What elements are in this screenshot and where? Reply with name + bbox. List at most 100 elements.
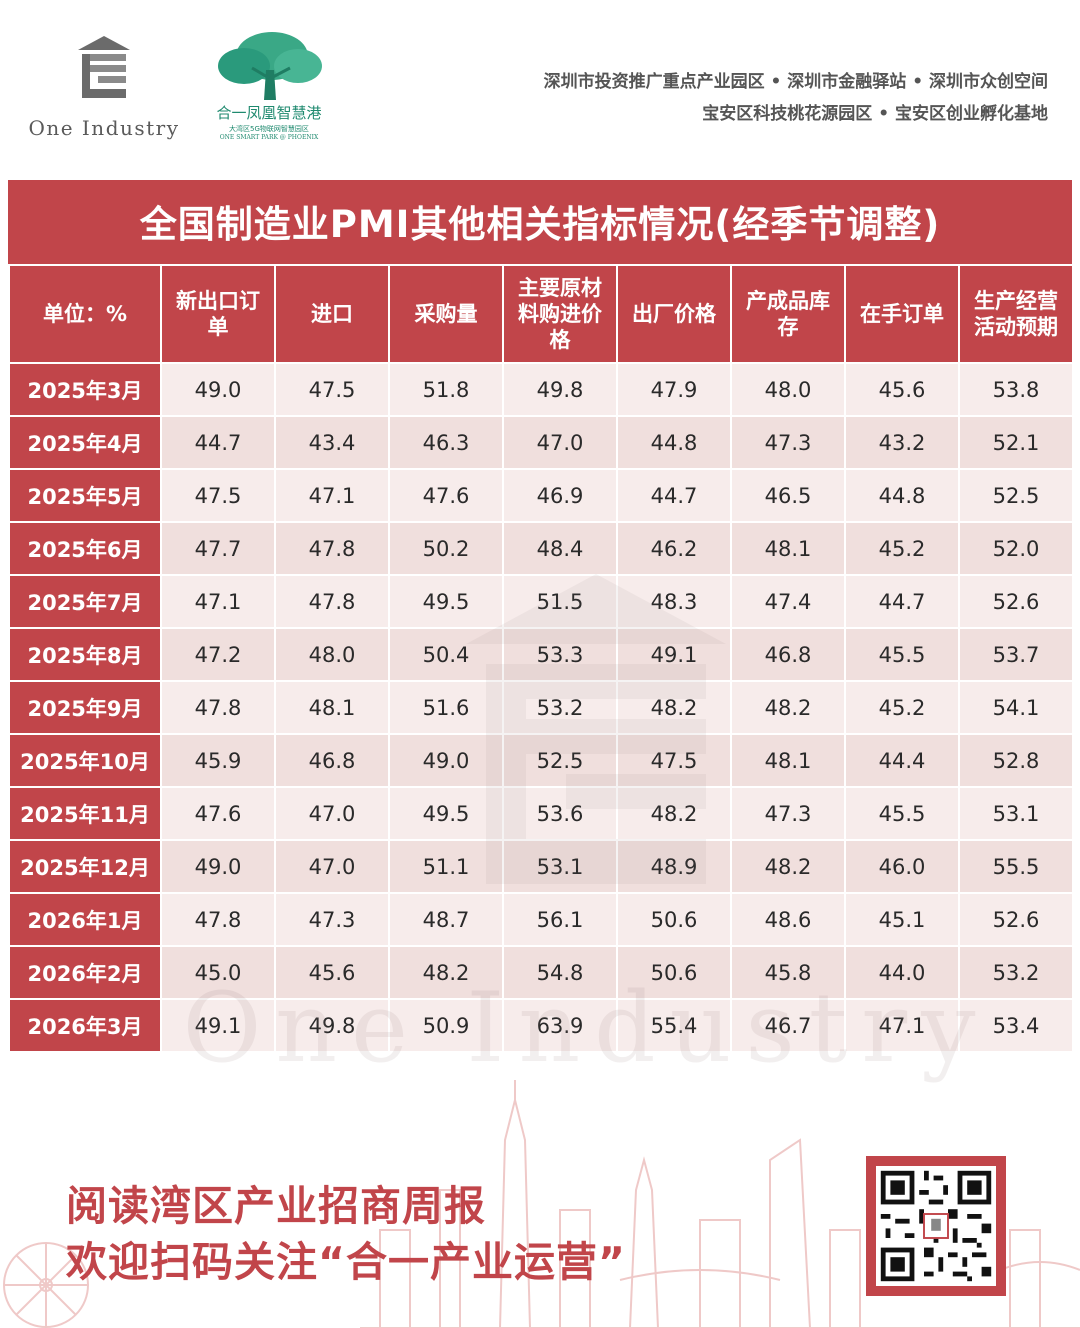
table-cell: 54.1 [958, 680, 1074, 735]
table-cell: 49.0 [388, 733, 504, 788]
table-cell: 47.2 [160, 627, 276, 682]
table-cell: 45.9 [160, 733, 276, 788]
qr-code[interactable] [866, 1156, 1006, 1296]
table-cell: 47.3 [730, 415, 846, 470]
table-cell: 45.5 [844, 627, 960, 682]
table-cell: 50.9 [388, 998, 504, 1053]
table-cell: 48.2 [616, 680, 732, 735]
row-month-label: 2025年8月 [8, 627, 162, 682]
column-header: 进口 [274, 264, 390, 364]
table-cell: 49.0 [160, 362, 276, 417]
table-cell: 45.2 [844, 680, 960, 735]
table-cell: 50.2 [388, 521, 504, 576]
table-row: 2025年11月 47.6 47.0 49.5 53.6 48.2 47.3 45.5 53.1 [8, 786, 1074, 841]
table-cell: 49.8 [274, 998, 390, 1053]
park-credentials-line-2: 宝安区科技桃花源园区 • 宝安区创业孵化基地 [702, 104, 1048, 124]
table-cell: 49.1 [160, 998, 276, 1053]
table-cell: 45.5 [844, 786, 960, 841]
table-cell: 46.5 [730, 468, 846, 523]
table-cell: 48.2 [388, 945, 504, 1000]
table-cell: 50.6 [616, 945, 732, 1000]
table-cell: 55.4 [616, 998, 732, 1053]
column-header: 采购量 [388, 264, 504, 364]
table-cell: 43.2 [844, 415, 960, 470]
table-header-row: 单位：% 新出口订单 进口 采购量 主要原材料购进价格 出厂价格 产成品库存 在… [8, 264, 1074, 364]
table-cell: 52.8 [958, 733, 1074, 788]
table-cell: 45.2 [844, 521, 960, 576]
table-cell: 47.8 [274, 574, 390, 629]
table-cell: 46.3 [388, 415, 504, 470]
table-cell: 54.8 [502, 945, 618, 1000]
pmi-table-panel: 全国制造业PMI其他相关指标情况(经季节调整) 单位：% 新出口订单 进口 采购… [8, 180, 1074, 1084]
table-cell: 45.8 [730, 945, 846, 1000]
table-cell: 46.0 [844, 839, 960, 894]
table-row: 2026年3月 49.1 49.8 50.9 63.9 55.4 46.7 47.1 53.4 [8, 998, 1074, 1053]
table-cell: 45.0 [160, 945, 276, 1000]
footer-call-to-action: 阅读湾区产业招商周报 欢迎扫码关注“合一产业运营” [66, 1178, 626, 1290]
table-cell: 47.1 [160, 574, 276, 629]
table-cell: 52.5 [502, 733, 618, 788]
table-cell: 52.1 [958, 415, 1074, 470]
table-cell: 53.3 [502, 627, 618, 682]
table-row: 2025年9月 47.8 48.1 51.6 53.2 48.2 48.2 45.2 54.1 [8, 680, 1074, 735]
park-credentials: 深圳市投资推广重点产业园区 • 深圳市金融驿站 • 深圳市众创空间 宝安区科技桃… [544, 66, 1048, 130]
table-cell: 47.9 [616, 362, 732, 417]
table-cell: 43.4 [274, 415, 390, 470]
row-month-label: 2026年1月 [8, 892, 162, 947]
footer-line-1: 阅读湾区产业招商周报 [66, 1182, 486, 1230]
table-cell: 47.5 [616, 733, 732, 788]
table-cell: 49.1 [616, 627, 732, 682]
table-cell: 47.8 [160, 892, 276, 947]
column-header: 新出口订单 [160, 264, 276, 364]
table-row: 2025年10月 45.9 46.8 49.0 52.5 47.5 48.1 44.4 52.8 [8, 733, 1074, 788]
table-row: 2025年4月 44.7 43.4 46.3 47.0 44.8 47.3 43.2 52.1 [8, 415, 1074, 470]
table-cell: 47.7 [160, 521, 276, 576]
table-cell: 48.1 [274, 680, 390, 735]
one-industry-logo: One Industry [24, 34, 184, 144]
table-cell: 46.2 [616, 521, 732, 576]
row-month-label: 2025年6月 [8, 521, 162, 576]
table-cell: 44.8 [616, 415, 732, 470]
table-cell: 47.0 [274, 839, 390, 894]
table-cell: 44.7 [844, 574, 960, 629]
column-header: 在手订单 [844, 264, 960, 364]
table-cell: 56.1 [502, 892, 618, 947]
row-month-label: 2025年9月 [8, 680, 162, 735]
qr-code-icon [876, 1166, 996, 1286]
column-header: 生产经营活动预期 [958, 264, 1074, 364]
table-cell: 53.1 [958, 786, 1074, 841]
table-cell: 45.6 [274, 945, 390, 1000]
table-cell: 48.1 [730, 733, 846, 788]
table-cell: 44.7 [616, 468, 732, 523]
table-cell: 45.6 [844, 362, 960, 417]
table-cell: 47.0 [274, 786, 390, 841]
row-month-label: 2026年3月 [8, 998, 162, 1053]
table-row: 2025年8月 47.2 48.0 50.4 53.3 49.1 46.8 45.5 53.7 [8, 627, 1074, 682]
table-cell: 52.5 [958, 468, 1074, 523]
row-month-label: 2025年3月 [8, 362, 162, 417]
table-cell: 55.5 [958, 839, 1074, 894]
table-cell: 52.0 [958, 521, 1074, 576]
table-cell: 53.6 [502, 786, 618, 841]
column-header: 产成品库存 [730, 264, 846, 364]
table-cell: 46.8 [730, 627, 846, 682]
row-month-label: 2026年2月 [8, 945, 162, 1000]
table-cell: 46.7 [730, 998, 846, 1053]
table-row: 2026年2月 45.0 45.6 48.2 54.8 50.6 45.8 44.0 53.2 [8, 945, 1074, 1000]
phoenix-park-name: 合一凤凰智慧港 [216, 104, 322, 122]
table-cell: 63.9 [502, 998, 618, 1053]
table-cell: 50.4 [388, 627, 504, 682]
table-row: 2025年5月 47.5 47.1 47.6 46.9 44.7 46.5 44.8 52.5 [8, 468, 1074, 523]
table-cell: 46.9 [502, 468, 618, 523]
unit-header: 单位：% [8, 264, 162, 364]
table-cell: 49.0 [160, 839, 276, 894]
table-cell: 48.3 [616, 574, 732, 629]
table-cell: 53.1 [502, 839, 618, 894]
column-header: 主要原材料购进价格 [502, 264, 618, 364]
table-cell: 52.6 [958, 574, 1074, 629]
one-industry-wordmark: One Industry [28, 116, 180, 140]
table-row: 2025年3月 49.0 47.5 51.8 49.8 47.9 48.0 45.6 53.8 [8, 362, 1074, 417]
table-row: 2026年1月 47.8 47.3 48.7 56.1 50.6 48.6 45.1 52.6 [8, 892, 1074, 947]
table-cell: 45.1 [844, 892, 960, 947]
table-cell: 48.2 [730, 680, 846, 735]
